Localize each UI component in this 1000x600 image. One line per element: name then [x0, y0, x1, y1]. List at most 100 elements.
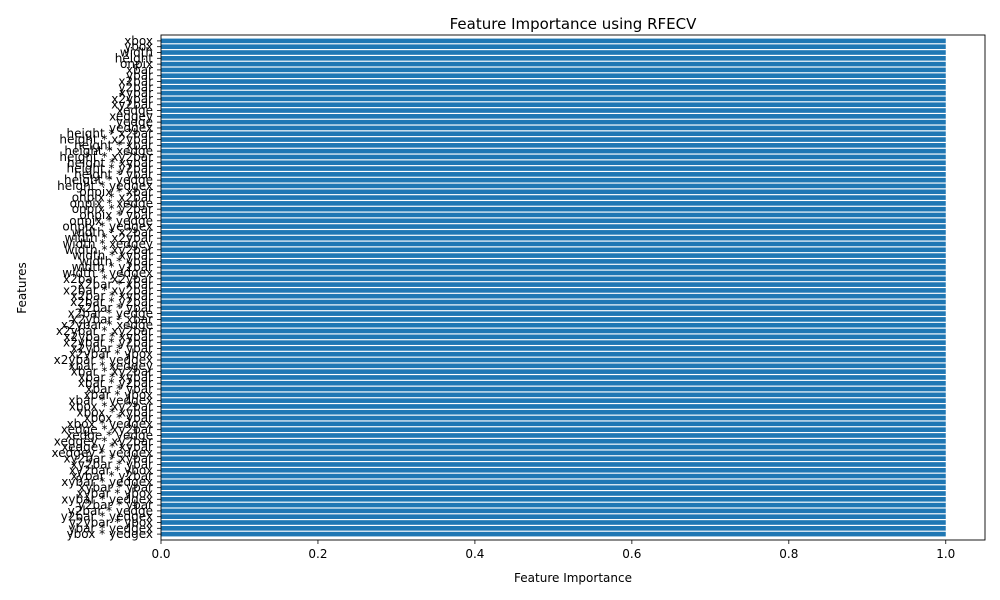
y-tick-label: height * xbar	[74, 138, 153, 152]
y-tick-label: x2bar * xbar	[78, 278, 153, 292]
bar	[161, 433, 946, 438]
y-tick-label: xedgey	[109, 109, 153, 123]
y-tick-label: xbox * yedgex	[67, 417, 153, 431]
bar	[161, 351, 946, 357]
y-tick-label: y2bar * ybar	[78, 498, 153, 512]
bar	[161, 195, 946, 200]
x-tick-label: 0.2	[308, 547, 327, 561]
bar	[161, 525, 946, 531]
bar	[161, 375, 946, 380]
bar	[161, 311, 946, 316]
x-tick-label: 1.0	[936, 547, 955, 561]
y-tick-label: width * yedgex	[62, 266, 153, 280]
bar	[161, 125, 946, 131]
y-tick-label: yedge	[116, 115, 153, 129]
y-tick-label: xbar * xedgey	[69, 359, 153, 373]
x-tick-label: 0.8	[779, 547, 798, 561]
y-tick-label: xbox	[124, 34, 153, 48]
y-tick-label: xedgey * yedgex	[52, 446, 153, 460]
y-tick-label: height * xybar	[67, 156, 153, 170]
bar	[161, 346, 946, 351]
y-tick-label: y2ybar * ybox	[69, 515, 153, 529]
bar	[161, 259, 946, 264]
bar	[161, 369, 946, 374]
y-tick-label: height * xedge	[64, 144, 153, 158]
y-tick-label: width * xy2bar	[65, 243, 154, 257]
bar	[161, 288, 946, 293]
x-tick-label: 0.4	[465, 547, 484, 561]
y-tick-label: xy2bar * ybar	[71, 457, 153, 471]
y-tick-label: height	[115, 51, 154, 65]
bar	[161, 520, 946, 525]
y-tick-label: width	[120, 46, 153, 60]
bar	[161, 206, 946, 212]
y-tick-label: width * ybar	[79, 254, 153, 268]
bar	[161, 502, 946, 508]
x-axis-label: Feature Importance	[514, 571, 632, 585]
bar	[161, 456, 946, 461]
y-tick-label: xbar * xybar	[78, 370, 153, 384]
y-tick-label: onpix * yedge	[69, 214, 153, 228]
bar	[161, 235, 946, 241]
bar	[161, 409, 946, 415]
bar	[161, 473, 946, 479]
y-tick-label: x2bar * yedge	[68, 307, 153, 321]
bar	[161, 328, 946, 334]
y-tick-label: xbar * ybar	[85, 382, 153, 396]
y-tick-label: x2bar * y2bar	[70, 295, 153, 309]
bar	[161, 79, 946, 84]
bar	[161, 415, 946, 421]
bar	[161, 55, 946, 61]
bar	[161, 270, 946, 276]
y-tick-label: onpix * x2bar	[72, 191, 153, 205]
y-tick-label: width * x2ybar	[65, 231, 154, 245]
bar	[161, 73, 946, 79]
y-tick-label: ybox	[124, 40, 153, 54]
bars-group	[161, 38, 946, 537]
bar	[161, 102, 946, 108]
y-tick-label: x2ybar * xy2bar	[56, 324, 153, 338]
bar	[161, 467, 946, 473]
y-tick-label: y2bar * yedgex	[61, 510, 153, 524]
bar	[161, 462, 946, 467]
bar	[161, 340, 946, 345]
y-tick-label: height * ybar	[74, 167, 153, 181]
y-tick-label: height * x2ybar	[59, 133, 153, 147]
bar	[161, 143, 946, 148]
bar	[161, 218, 946, 224]
y-tick-label: xbox * xybar	[76, 405, 153, 419]
bar	[161, 241, 946, 247]
bar	[161, 67, 946, 73]
y-tick-label: width * xedgey	[62, 237, 153, 251]
bar	[161, 282, 946, 287]
bar	[161, 317, 946, 322]
y-tick-label: x2ybar * yedgex	[54, 353, 153, 367]
y-tick-label: yedgex	[109, 121, 153, 135]
y-tick-label: xedge * xy2bar	[61, 423, 153, 437]
bar	[161, 421, 946, 427]
bar	[161, 450, 946, 456]
bar	[161, 137, 946, 142]
y-tick-label: xybar * yedgex	[61, 475, 153, 489]
bar	[161, 485, 946, 490]
y-tick-label: x2bar * xybar	[71, 289, 153, 303]
bar	[161, 114, 946, 119]
y-tick-label: xbox * ybar	[84, 411, 153, 425]
bar	[161, 96, 946, 102]
y-tick-label: y2bar	[118, 80, 153, 94]
y-tick-label: onpix * xedge	[70, 196, 153, 210]
y-tick-label: width * xybar	[72, 249, 153, 263]
y-tick-label: onpix	[120, 57, 153, 71]
bar	[161, 444, 946, 450]
y-tick-label: xybar * ybox	[76, 486, 153, 500]
bar	[161, 247, 946, 253]
y-tick-label: xbar * y2bar	[78, 376, 153, 390]
bar	[161, 108, 946, 113]
bar	[161, 438, 946, 444]
bar	[161, 334, 946, 340]
bar	[161, 427, 946, 432]
bar	[161, 166, 946, 171]
y-tick-label: x2ybar * y2bar	[63, 336, 153, 350]
bar	[161, 264, 946, 270]
